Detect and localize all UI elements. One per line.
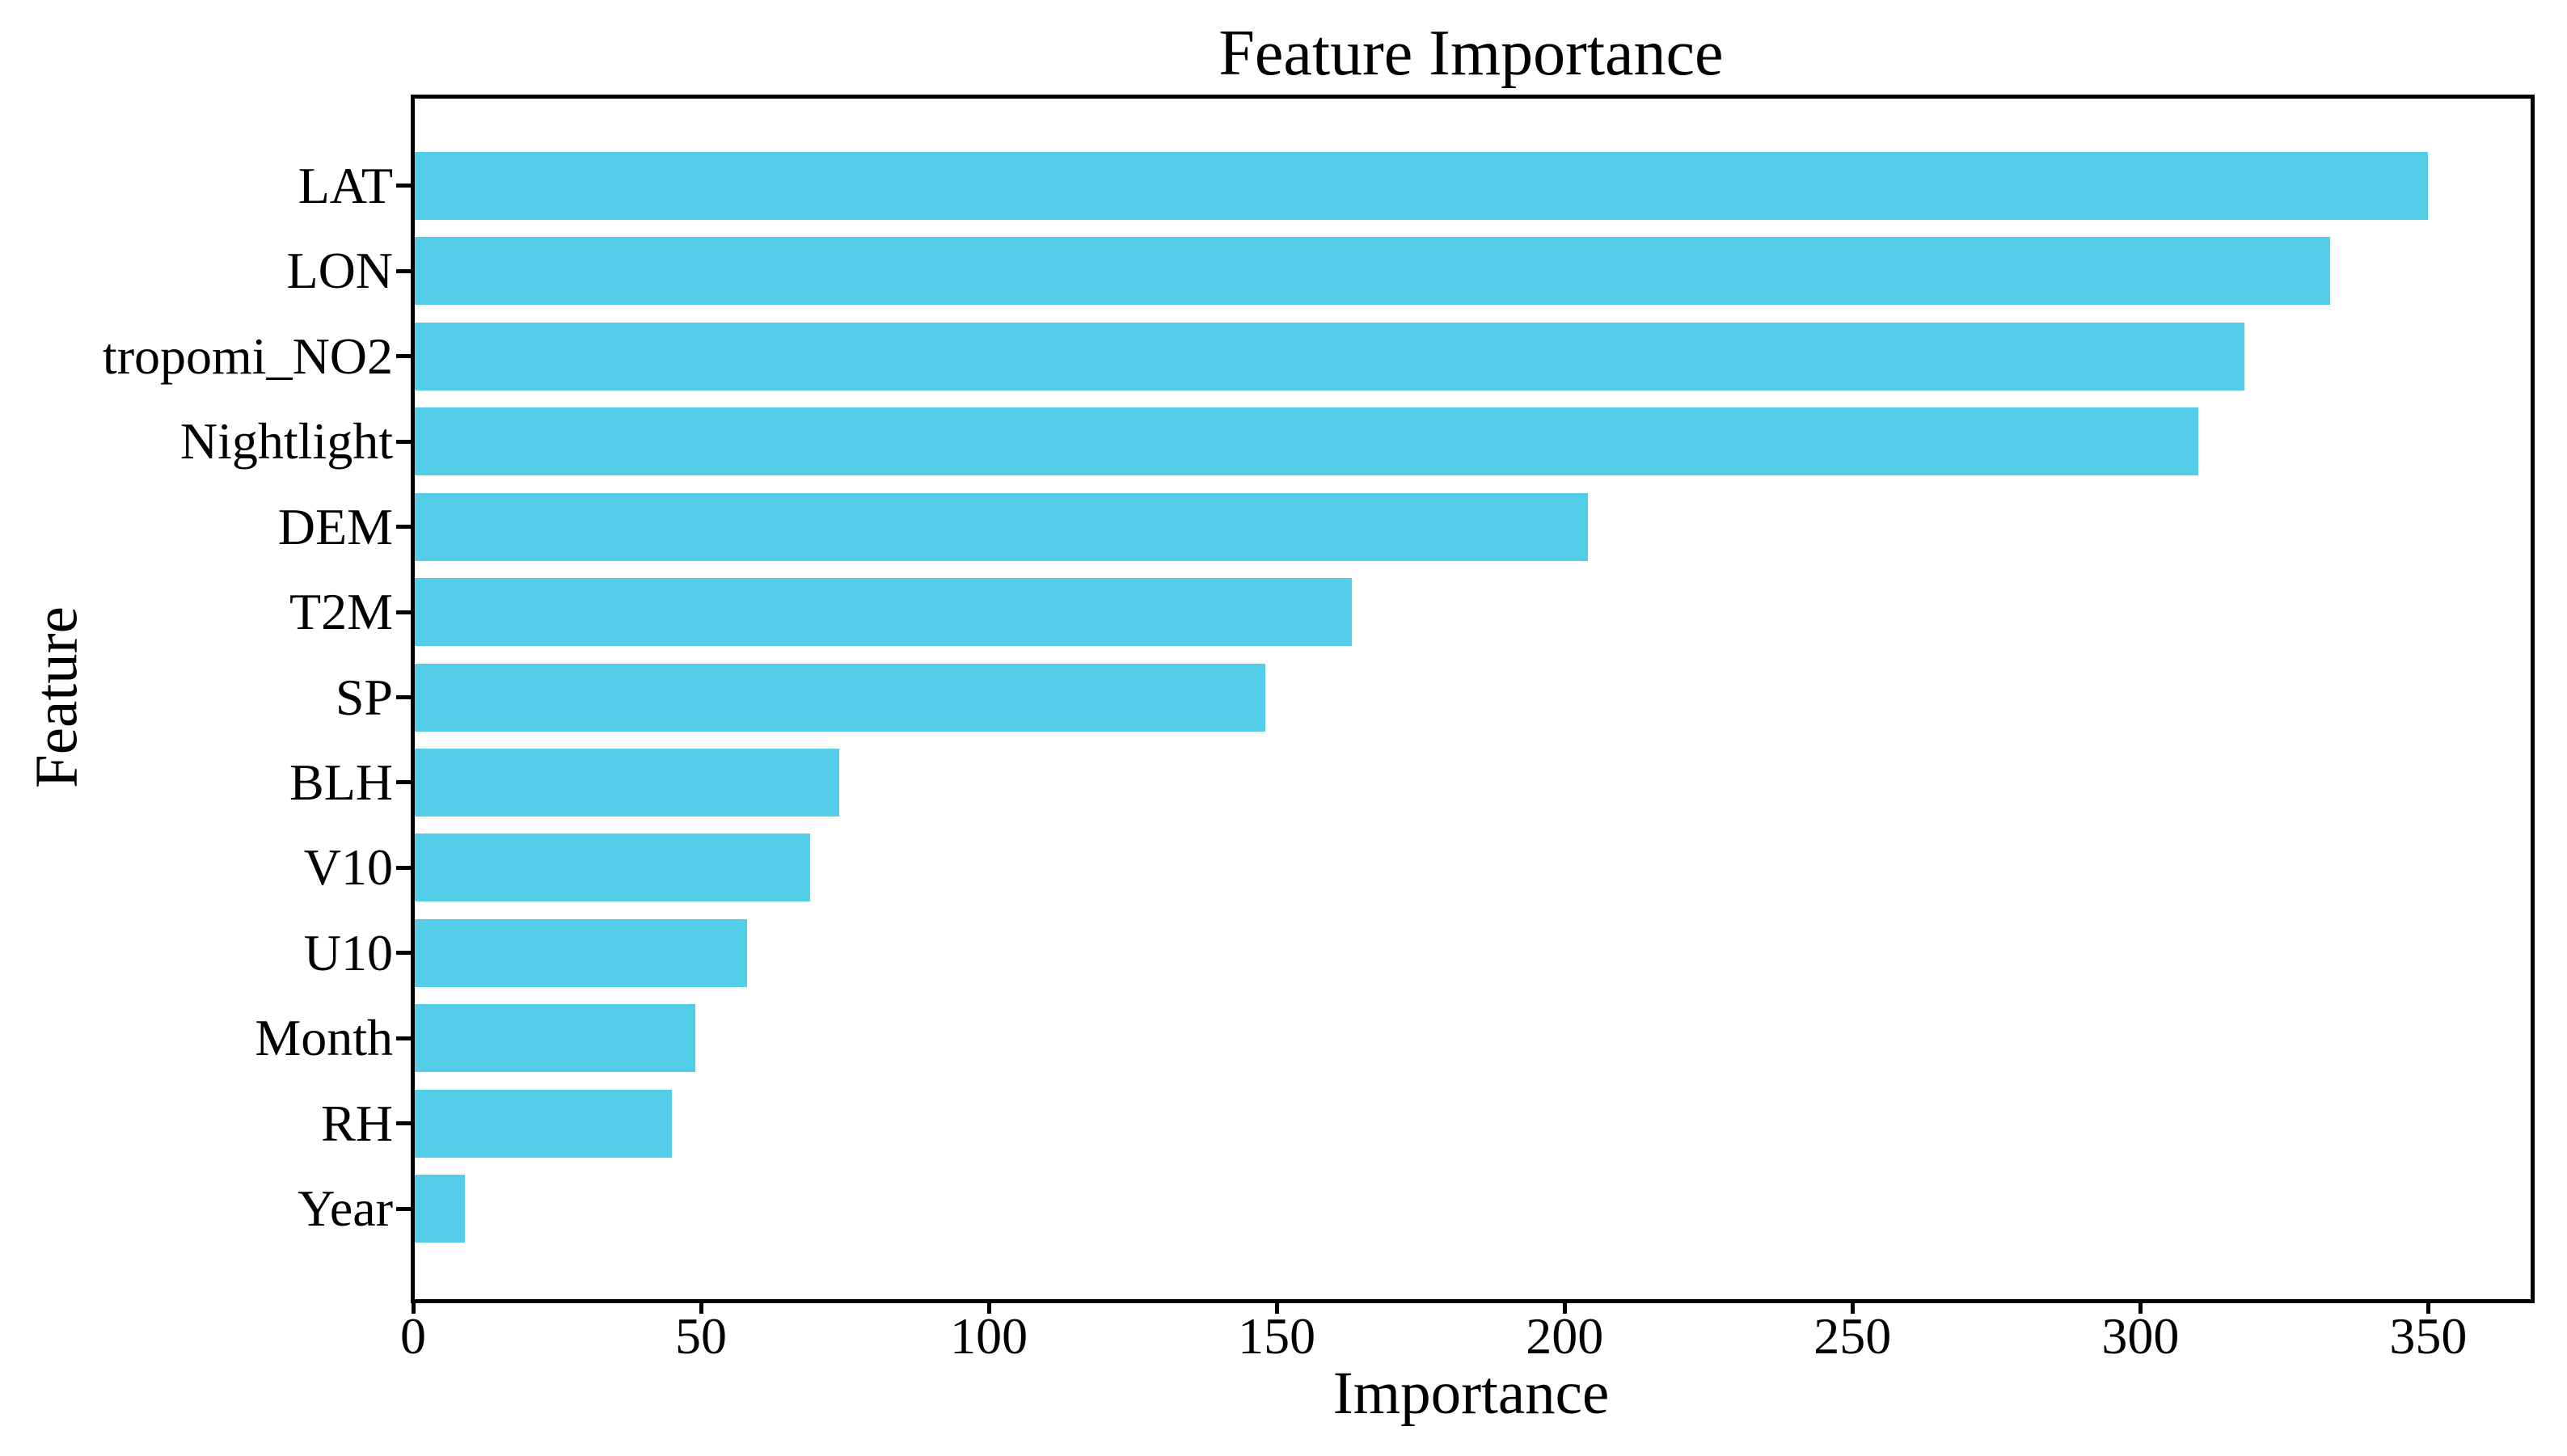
- x-tick-label: 300: [2101, 1307, 2180, 1365]
- y-tick-label: Month: [255, 1009, 393, 1067]
- x-tick-label: 50: [675, 1307, 728, 1365]
- y-tick-mark: [396, 780, 411, 785]
- y-tick-mark: [396, 439, 411, 444]
- bar-tropomi_NO2: [413, 322, 2244, 390]
- y-tick-label: DEM: [277, 497, 393, 555]
- y-tick-mark: [396, 610, 411, 614]
- bar-DEM: [413, 492, 1588, 561]
- bar-U10: [413, 918, 748, 987]
- plot-area: [413, 97, 2529, 1298]
- y-tick-mark: [396, 951, 411, 956]
- y-tick-label: BLH: [289, 753, 393, 811]
- y-tick-label: Nightlight: [179, 412, 393, 471]
- y-tick-mark: [396, 1121, 411, 1126]
- y-tick-mark: [396, 865, 411, 870]
- y-tick-label: V10: [303, 838, 393, 897]
- y-tick-label: LAT: [298, 156, 393, 214]
- y-tick-label: Year: [298, 1180, 393, 1238]
- bar-T2M: [413, 578, 1352, 647]
- y-tick-label: SP: [335, 668, 393, 726]
- x-tick-mark: [411, 1299, 416, 1314]
- x-tick-label: 100: [950, 1307, 1028, 1365]
- x-tick-mark: [1562, 1299, 1567, 1314]
- y-tick-mark: [396, 268, 411, 273]
- bar-Month: [413, 1004, 695, 1073]
- y-tick-label: tropomi_NO2: [102, 327, 393, 385]
- bar-LON: [413, 237, 2331, 306]
- y-tick-label: RH: [321, 1094, 393, 1152]
- x-tick-label: 150: [1238, 1307, 1316, 1365]
- x-tick-mark: [1274, 1299, 1279, 1314]
- bar-BLH: [413, 748, 839, 817]
- bar-Year: [413, 1175, 466, 1243]
- x-tick-mark: [986, 1299, 991, 1314]
- x-tick-label: 200: [1526, 1307, 1604, 1365]
- y-tick-mark: [396, 525, 411, 530]
- bar-SP: [413, 663, 1265, 732]
- y-tick-label: U10: [303, 923, 393, 981]
- y-tick-mark: [396, 354, 411, 359]
- x-tick-mark: [1850, 1299, 1855, 1314]
- y-tick-label: LON: [286, 242, 393, 300]
- bar-Nightlight: [413, 407, 2198, 476]
- chart-title: Feature Importance: [1218, 18, 1724, 89]
- x-tick-mark: [699, 1299, 703, 1314]
- x-tick-label: 350: [2389, 1307, 2468, 1365]
- y-tick-mark: [396, 184, 411, 188]
- y-tick-mark: [396, 695, 411, 699]
- y-tick-label: T2M: [289, 583, 393, 641]
- y-tick-mark: [396, 1036, 411, 1040]
- x-tick-label: 0: [400, 1307, 426, 1365]
- x-tick-mark: [2138, 1299, 2143, 1314]
- x-axis-label: Importance: [1332, 1360, 1610, 1427]
- bar-RH: [413, 1089, 673, 1158]
- bar-LAT: [413, 151, 2429, 220]
- x-tick-mark: [2426, 1299, 2430, 1314]
- y-tick-mark: [396, 1206, 411, 1211]
- x-tick-label: 250: [1813, 1307, 1892, 1365]
- bar-V10: [413, 834, 811, 902]
